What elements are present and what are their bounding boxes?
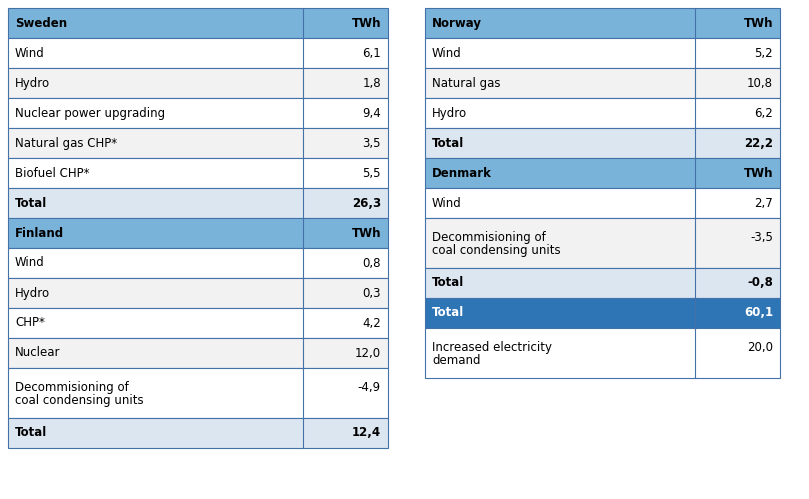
- Text: Nuclear power upgrading: Nuclear power upgrading: [15, 106, 165, 119]
- Bar: [8, 38, 388, 68]
- Text: 5,5: 5,5: [362, 167, 381, 180]
- Bar: [8, 218, 388, 248]
- Bar: [8, 338, 388, 368]
- Bar: [425, 268, 780, 298]
- Text: Total: Total: [432, 137, 464, 150]
- Bar: [425, 68, 780, 98]
- Bar: [425, 218, 780, 268]
- Text: -4,9: -4,9: [358, 381, 381, 394]
- Text: 60,1: 60,1: [743, 306, 773, 319]
- Text: Wind: Wind: [15, 256, 44, 269]
- Text: Wind: Wind: [15, 46, 44, 59]
- Text: Wind: Wind: [432, 46, 462, 59]
- Text: -0,8: -0,8: [748, 276, 773, 289]
- Text: coal condensing units: coal condensing units: [15, 394, 144, 407]
- Text: 4,2: 4,2: [362, 316, 381, 329]
- Text: Hydro: Hydro: [432, 106, 467, 119]
- Text: Denmark: Denmark: [432, 167, 492, 180]
- Text: Decommisioning of: Decommisioning of: [432, 231, 546, 244]
- Text: Total: Total: [432, 276, 464, 289]
- Text: Nuclear: Nuclear: [15, 346, 61, 359]
- Text: CHP*: CHP*: [15, 316, 44, 329]
- Bar: [8, 418, 388, 448]
- Bar: [8, 278, 388, 308]
- Text: 5,2: 5,2: [754, 46, 773, 59]
- Text: 10,8: 10,8: [747, 76, 773, 89]
- Text: 2,7: 2,7: [754, 197, 773, 210]
- Text: 3,5: 3,5: [362, 137, 381, 150]
- Bar: [425, 98, 780, 128]
- Text: Norway: Norway: [432, 16, 482, 29]
- Bar: [425, 188, 780, 218]
- Text: Decommisioning of: Decommisioning of: [15, 381, 129, 394]
- Text: 9,4: 9,4: [362, 106, 381, 119]
- Text: TWh: TWh: [743, 167, 773, 180]
- Bar: [425, 38, 780, 68]
- Text: 0,3: 0,3: [362, 286, 381, 299]
- Text: Total: Total: [15, 197, 47, 210]
- Text: Biofuel CHP*: Biofuel CHP*: [15, 167, 90, 180]
- Text: 6,1: 6,1: [362, 46, 381, 59]
- Text: Hydro: Hydro: [15, 286, 50, 299]
- Bar: [8, 188, 388, 218]
- Text: coal condensing units: coal condensing units: [432, 244, 561, 257]
- Bar: [8, 248, 388, 278]
- Bar: [425, 328, 780, 378]
- Bar: [425, 128, 780, 158]
- Text: Hydro: Hydro: [15, 76, 50, 89]
- Text: 26,3: 26,3: [352, 197, 381, 210]
- Bar: [425, 298, 780, 328]
- Text: 6,2: 6,2: [754, 106, 773, 119]
- Text: Increased electricity: Increased electricity: [432, 340, 552, 353]
- Text: Total: Total: [432, 306, 464, 319]
- Bar: [425, 158, 780, 188]
- Text: TWh: TWh: [351, 16, 381, 29]
- Bar: [8, 128, 388, 158]
- Text: Natural gas: Natural gas: [432, 76, 501, 89]
- Text: 22,2: 22,2: [744, 137, 773, 150]
- Bar: [8, 98, 388, 128]
- Bar: [8, 308, 388, 338]
- Text: -3,5: -3,5: [750, 231, 773, 244]
- Text: Finland: Finland: [15, 227, 64, 240]
- Text: TWh: TWh: [743, 16, 773, 29]
- Text: Wind: Wind: [432, 197, 462, 210]
- Bar: [8, 8, 388, 38]
- Text: 20,0: 20,0: [747, 340, 773, 353]
- Bar: [8, 68, 388, 98]
- Bar: [425, 8, 780, 38]
- Text: 0,8: 0,8: [362, 256, 381, 269]
- Text: 1,8: 1,8: [362, 76, 381, 89]
- Text: Sweden: Sweden: [15, 16, 67, 29]
- Text: 12,0: 12,0: [355, 346, 381, 359]
- Text: demand: demand: [432, 354, 481, 367]
- Text: Total: Total: [15, 427, 47, 440]
- Text: 12,4: 12,4: [352, 427, 381, 440]
- Text: Natural gas CHP*: Natural gas CHP*: [15, 137, 117, 150]
- Bar: [8, 158, 388, 188]
- Bar: [8, 368, 388, 418]
- Text: TWh: TWh: [351, 227, 381, 240]
